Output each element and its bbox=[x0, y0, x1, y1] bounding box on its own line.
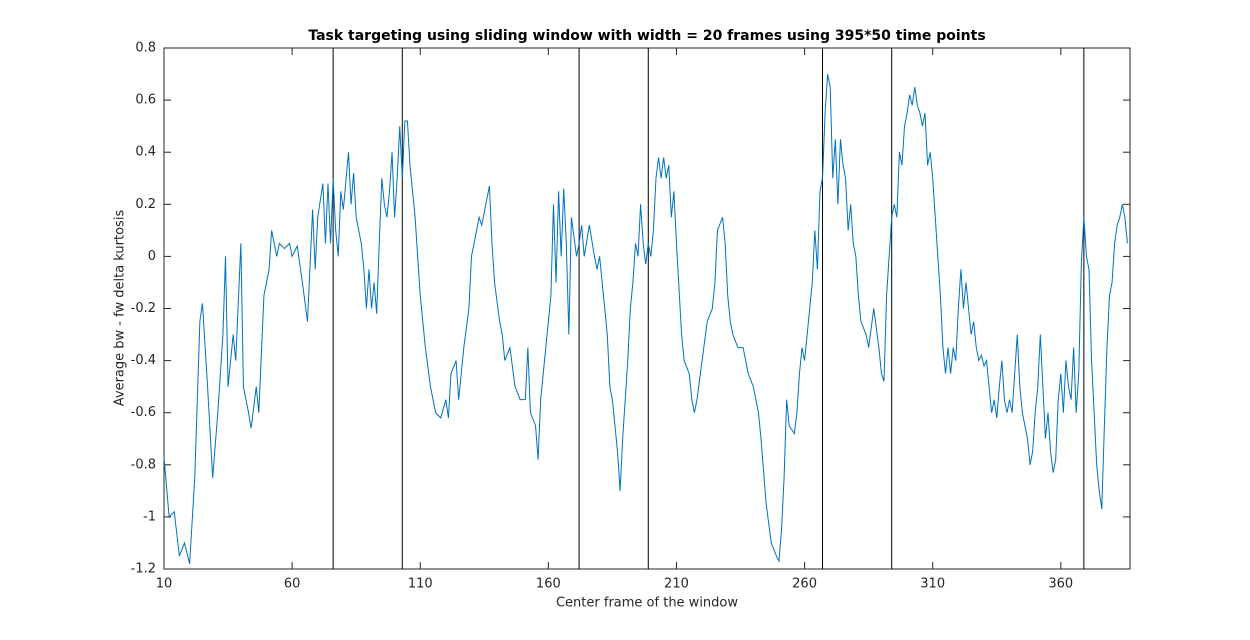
y-tick-label: -1 bbox=[143, 509, 156, 524]
x-tick-label: 260 bbox=[792, 577, 817, 592]
x-tick-label: 10 bbox=[156, 577, 173, 592]
x-tick-label: 160 bbox=[536, 577, 561, 592]
y-tick-label: 0.2 bbox=[135, 197, 156, 212]
chart-title: Task targeting using sliding window with… bbox=[308, 28, 985, 44]
x-tick-label: 110 bbox=[408, 577, 433, 592]
x-tick-label: 60 bbox=[284, 577, 301, 592]
y-tick-label: -0.2 bbox=[131, 301, 156, 316]
y-tick-label: -0.6 bbox=[131, 405, 156, 420]
x-tick-label: 210 bbox=[664, 577, 689, 592]
y-axis-label: Average bw - fw delta kurtosis bbox=[113, 210, 128, 407]
x-tick-label: 360 bbox=[1048, 577, 1073, 592]
y-tick-label: 0.4 bbox=[135, 145, 156, 160]
axes-box bbox=[163, 47, 1131, 570]
y-tick-label: -0.4 bbox=[131, 353, 156, 368]
data-line bbox=[163, 73, 1128, 564]
y-tick-label: -1.2 bbox=[131, 562, 156, 577]
x-axis-label: Center frame of the window bbox=[556, 596, 738, 611]
y-tick-label: 0.8 bbox=[135, 41, 156, 56]
x-tick-label: 310 bbox=[920, 577, 945, 592]
y-tick-label: -0.8 bbox=[131, 457, 156, 472]
y-tick-label: 0 bbox=[148, 249, 156, 264]
y-tick-label: 0.6 bbox=[135, 93, 156, 108]
